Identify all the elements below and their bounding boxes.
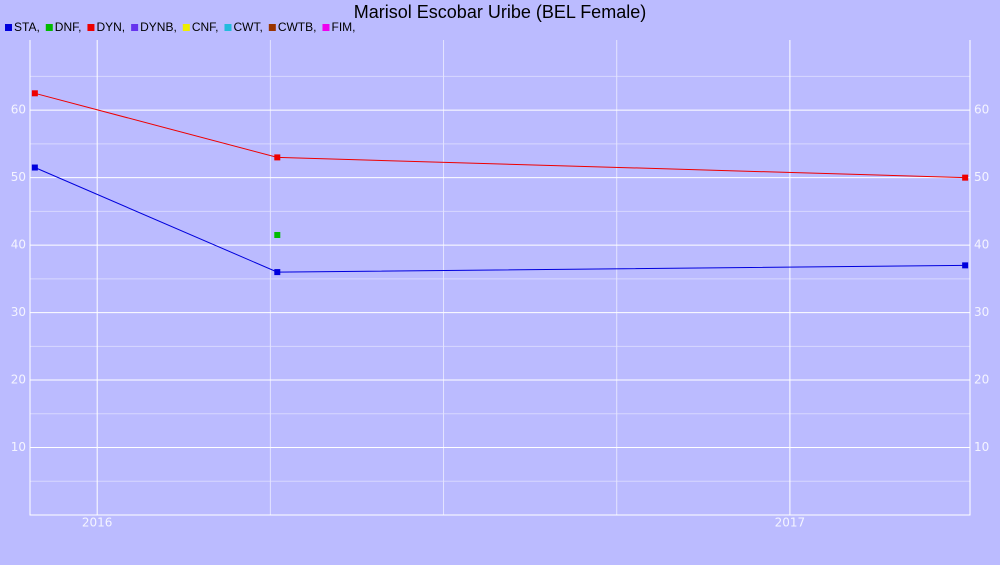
y2-tick-label: 10 (974, 440, 989, 454)
y2-tick-label: 50 (974, 170, 989, 184)
y-tick-label: 30 (11, 305, 26, 319)
legend-label: DNF, (55, 20, 82, 34)
y-tick-label: 60 (11, 103, 26, 117)
legend-label: DYN, (96, 20, 125, 34)
chart-title: Marisol Escobar Uribe (BEL Female) (354, 2, 646, 22)
legend-swatch (87, 24, 95, 31)
legend-label: FIM, (331, 20, 355, 34)
legend-swatch (131, 24, 139, 31)
data-point (274, 231, 281, 238)
data-point (962, 262, 969, 269)
data-point (31, 90, 38, 97)
legend-label: CNF, (192, 20, 219, 34)
legend-label: CWTB, (278, 20, 317, 34)
y-tick-label: 10 (11, 440, 26, 454)
y-tick-label: 40 (11, 238, 26, 252)
legend-swatch (45, 24, 53, 31)
legend-label: STA, (14, 20, 40, 34)
y-tick-label: 50 (11, 170, 26, 184)
data-point (274, 269, 281, 276)
y-tick-label: 20 (11, 373, 26, 387)
legend-label: DYNB, (140, 20, 177, 34)
data-point (31, 164, 38, 171)
legend-swatch (182, 24, 190, 31)
data-point (274, 154, 281, 161)
x-tick-label: 2017 (775, 516, 806, 530)
y2-tick-label: 20 (974, 373, 989, 387)
axis-frame (29, 40, 971, 516)
data-point (962, 174, 969, 181)
y2-tick-label: 30 (974, 305, 989, 319)
legend-swatch (224, 24, 232, 31)
y2-tick-label: 60 (974, 103, 989, 117)
legend-swatch (322, 24, 330, 31)
legend-swatch (5, 24, 12, 31)
legend-label: CWT, (233, 20, 262, 34)
x-tick-label: 2016 (82, 516, 113, 530)
y2-tick-label: 40 (974, 238, 989, 252)
legend-swatch (268, 24, 276, 31)
